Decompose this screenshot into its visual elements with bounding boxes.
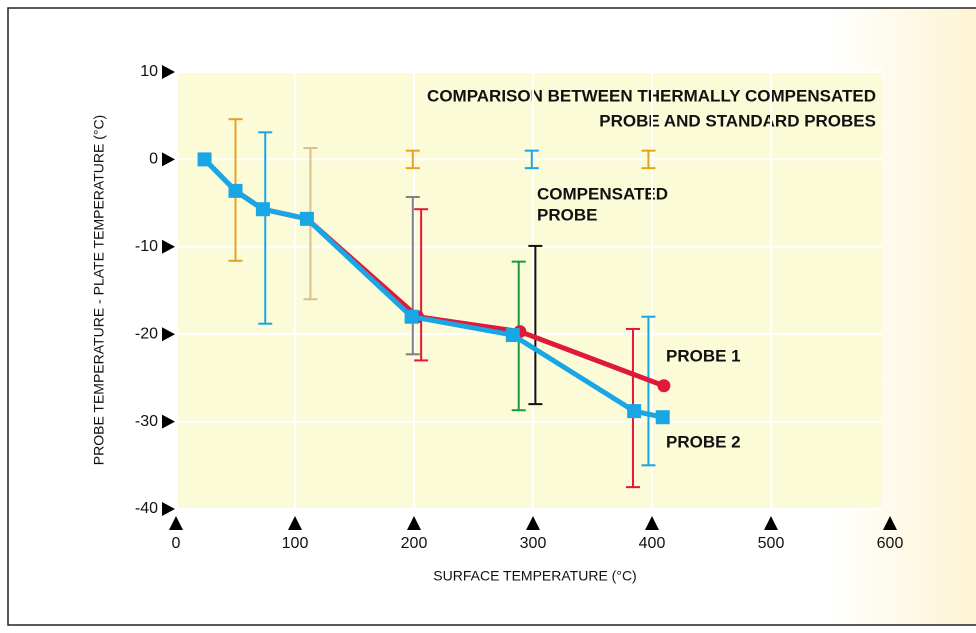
y-tick-label: -10 [135,238,158,255]
frame-border [7,7,976,626]
y-tick-label: -30 [135,413,158,430]
y-tick-mark [162,65,175,79]
point [197,152,212,167]
point [657,379,671,393]
x-tick-mark [645,516,659,530]
x-tick-mark [526,516,540,530]
x-tick-label: 400 [639,535,666,552]
x-axis-label: SURFACE TEMPERATURE (°C) [433,568,636,584]
annotation: COMPENSATED [537,184,668,203]
point [404,309,419,324]
y-tick-mark [162,414,175,429]
point [505,328,520,343]
point [627,404,642,419]
point [228,183,243,198]
y-tick-label: 0 [149,151,158,168]
point [255,202,270,217]
y-tick-label: -20 [135,325,158,342]
y-tick-mark [162,152,175,167]
point [655,410,670,425]
y-tick-mark [162,502,175,516]
annotation: PROBE [537,205,597,224]
x-tick-label: 600 [877,535,904,552]
x-tick-mark [169,516,183,530]
y-tick-label: -40 [135,500,158,517]
x-tick-label: 200 [401,535,428,552]
x-tick-mark [764,516,778,530]
series-label: PROBE 1 [666,346,741,365]
y-tick-mark [162,239,175,254]
y-axis-label: PROBE TEMPERATURE - PLATE TEMPERATURE (°… [91,115,107,465]
x-tick-label: 100 [282,535,309,552]
chart-title: PROBE AND STANDARD PROBES [599,111,876,130]
x-tick-mark [883,516,897,530]
x-tick-mark [407,516,421,530]
x-tick-label: 300 [520,535,547,552]
x-tick-label: 500 [758,535,785,552]
point [299,211,314,226]
y-tick-mark [162,327,175,342]
x-tick-mark [288,516,302,530]
plot-area [178,72,882,509]
x-tick-label: 0 [172,535,181,552]
series-label: PROBE 2 [666,432,741,451]
y-tick-label: 10 [140,63,158,80]
